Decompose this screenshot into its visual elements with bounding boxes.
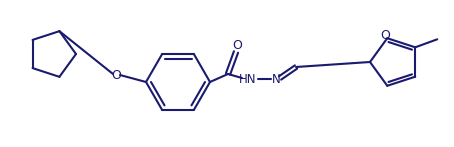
Text: O: O — [232, 39, 242, 51]
Text: HN: HN — [239, 72, 257, 86]
Text: O: O — [111, 69, 121, 81]
Text: N: N — [271, 72, 281, 86]
Text: O: O — [380, 29, 390, 42]
